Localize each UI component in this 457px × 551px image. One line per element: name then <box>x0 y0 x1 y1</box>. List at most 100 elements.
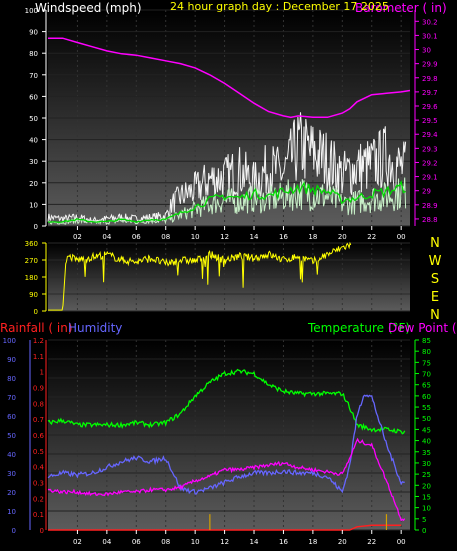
barometer-axis-label: Barometer ( in) <box>355 1 447 15</box>
humidity-tick-label: 50 <box>7 432 16 440</box>
dew-point-line <box>47 437 406 522</box>
temperature-tick-label: 0 <box>422 527 426 535</box>
rainfall-tick-label: 1.2 <box>33 337 44 345</box>
rainfall-tick-label: 0.8 <box>33 400 44 408</box>
rainfall-tick-label: 0.3 <box>33 480 44 488</box>
direction-tick-label: 0 <box>34 308 38 316</box>
temperature-tick-label: 35 <box>422 449 431 457</box>
temperature-tick-label: 10 <box>422 505 431 513</box>
temperature-tick-label: 55 <box>422 404 431 412</box>
temp-x-tick-label: 20 <box>338 538 347 546</box>
barometer-tick-label: 29.2 <box>422 159 438 167</box>
wind-x-tick-label: 04 <box>102 233 111 241</box>
compass-label: N <box>430 308 440 323</box>
temp-x-tick-label: 04 <box>102 538 111 546</box>
humidity-tick-label: 70 <box>7 394 16 402</box>
wind-x-tick-label: 00 <box>397 233 406 241</box>
rainfall-tick-label: 0.9 <box>33 385 44 393</box>
barometer-tick-label: 29.4 <box>422 131 438 139</box>
temperature-tick-label: 70 <box>422 371 431 379</box>
temperature-tick-label: 15 <box>422 493 431 501</box>
rainfall-tick-label: 0.5 <box>33 448 44 456</box>
temp-x-tick-label: 08 <box>161 538 170 546</box>
temperature-tick-label: 25 <box>422 471 431 479</box>
barometer-tick-label: 29.3 <box>422 145 438 153</box>
windspeed-tick-label: 100 <box>25 7 38 15</box>
windspeed-tick-label: 30 <box>29 158 38 166</box>
windspeed-tick-label: 70 <box>29 72 38 80</box>
wind-x-tick-label: 14 <box>250 233 259 241</box>
windspeed-tick-label: 60 <box>29 93 38 101</box>
windspeed-tick-label: 0 <box>34 223 38 231</box>
wind-x-tick-label: 18 <box>308 233 317 241</box>
wind-x-tick-label: 02 <box>73 233 82 241</box>
wind-x-tick-label: 08 <box>161 233 170 241</box>
temp-x-tick-label: 06 <box>132 538 141 546</box>
windspeed-tick-label: 40 <box>29 137 38 145</box>
wind-mean-line <box>47 180 406 224</box>
wind-x-tick-label: 12 <box>220 233 229 241</box>
wind-average-line <box>47 177 407 226</box>
wind-x-tick-label: 06 <box>132 233 141 241</box>
temp-x-tick-label: 10 <box>191 538 200 546</box>
compass-label: E <box>431 290 439 305</box>
humidity-tick-label: 90 <box>7 356 16 364</box>
temperature-tick-label: 20 <box>422 482 431 490</box>
rainfall-tick-label: 0.6 <box>33 432 45 440</box>
direction-tick-label: 180 <box>25 274 38 282</box>
temperature-tick-label: 40 <box>422 438 431 446</box>
wind-x-tick-label: 16 <box>279 233 288 241</box>
rainfall-tick-label: 0.1 <box>33 511 44 519</box>
barometer-tick-label: 30.2 <box>422 18 438 26</box>
rainfall-tick-label: 0.4 <box>33 464 45 472</box>
humidity-tick-label: 40 <box>7 451 16 459</box>
temperature-tick-label: 85 <box>422 337 431 345</box>
rainfall-tick-label: 1.1 <box>33 353 44 361</box>
dew-point-axis-label: Dew Point (°F) <box>388 321 457 335</box>
wind-x-tick-label: 20 <box>338 233 347 241</box>
temperature-tick-label: 45 <box>422 426 431 434</box>
compass-label: W <box>429 254 442 269</box>
graph-date-title: 24 hour graph day : December 17 2025 <box>170 0 389 13</box>
temp-x-tick-label: 14 <box>250 538 259 546</box>
temp-x-tick-label: 02 <box>73 538 82 546</box>
windspeed-tick-label: 90 <box>29 29 38 37</box>
direction-tick-label: 270 <box>25 257 38 265</box>
humidity-tick-label: 30 <box>7 470 16 478</box>
windspeed-axis-label: Windspeed (mph) <box>35 1 142 15</box>
barometer-tick-label: 28.8 <box>422 216 438 224</box>
temp-x-tick-label: 22 <box>367 538 376 546</box>
windspeed-tick-label: 80 <box>29 50 38 58</box>
barometer-tick-label: 29.6 <box>422 103 438 111</box>
humidity-line <box>47 394 405 495</box>
humidity-tick-label: 100 <box>3 337 16 345</box>
temperature-axis-label: Temperature (°F) <box>307 321 410 335</box>
compass-label: N <box>430 236 440 251</box>
humidity-tick-label: 0 <box>12 527 16 535</box>
temperature-line <box>47 368 406 435</box>
barometer-tick-label: 29.9 <box>422 61 438 69</box>
barometer-tick-label: 29.5 <box>422 117 438 125</box>
temperature-tick-label: 30 <box>422 460 431 468</box>
direction-tick-label: 90 <box>29 291 38 299</box>
temperature-tick-label: 65 <box>422 382 431 390</box>
wind-x-tick-label: 10 <box>191 233 200 241</box>
temp-x-tick-label: 12 <box>220 538 229 546</box>
rainfall-tick-label: 1 <box>40 369 44 377</box>
windspeed-tick-label: 50 <box>29 115 38 123</box>
barometer-tick-label: 30 <box>422 47 431 55</box>
wind-direction-line <box>48 241 352 311</box>
temperature-tick-label: 80 <box>422 348 431 356</box>
rainfall-tick-label: 0.7 <box>33 416 44 424</box>
windspeed-tick-label: 10 <box>29 201 38 209</box>
rainfall-tick-label: 0.2 <box>33 495 44 503</box>
barometer-tick-label: 29.8 <box>422 75 438 83</box>
temperature-tick-label: 75 <box>422 359 431 367</box>
barometer-tick-label: 30.1 <box>422 32 438 40</box>
temp-x-tick-label: 00 <box>397 538 406 546</box>
barometer-tick-label: 28.9 <box>422 202 438 210</box>
direction-tick-label: 360 <box>25 240 38 248</box>
humidity-tick-label: 60 <box>7 413 16 421</box>
